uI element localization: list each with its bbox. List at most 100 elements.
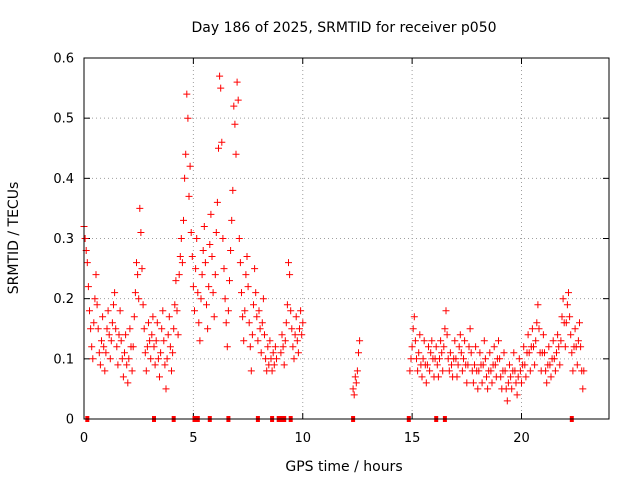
data-point <box>418 373 426 381</box>
data-point <box>204 325 212 333</box>
data-point <box>501 367 509 375</box>
data-point <box>125 355 133 363</box>
data-point <box>83 259 91 267</box>
data-point <box>481 355 489 363</box>
data-point <box>567 331 575 339</box>
data-point <box>207 210 215 218</box>
data-point <box>186 162 194 170</box>
data-point <box>504 379 512 387</box>
data-point <box>184 114 192 122</box>
x-tick-label: 20 <box>513 431 530 446</box>
data-point <box>434 373 442 381</box>
data-point <box>146 337 154 345</box>
data-point <box>203 301 210 309</box>
data-point <box>413 355 420 363</box>
data-point <box>543 379 551 387</box>
x-tick-label: 10 <box>294 431 311 446</box>
data-point <box>229 186 237 194</box>
data-point <box>105 331 113 339</box>
data-point <box>574 337 582 345</box>
data-point <box>483 373 490 381</box>
data-point <box>99 313 107 321</box>
data-point <box>542 367 550 375</box>
data-point <box>149 313 157 321</box>
data-point <box>219 235 227 242</box>
data-point <box>178 259 186 267</box>
data-point <box>148 331 156 339</box>
data-point <box>188 253 196 260</box>
y-tick-label: 0.1 <box>53 352 74 367</box>
data-point <box>166 343 174 351</box>
data-point <box>210 313 218 321</box>
data-point <box>411 337 419 345</box>
data-point <box>247 367 255 375</box>
data-point <box>193 235 201 242</box>
data-point <box>547 373 555 381</box>
data-point <box>531 361 539 369</box>
data-point <box>410 313 418 321</box>
data-point <box>87 325 95 333</box>
data-point <box>271 343 279 351</box>
data-point <box>257 349 265 357</box>
chart-title: Day 186 of 2025, SRMTID for receiver p05… <box>191 20 496 36</box>
data-point <box>580 367 588 375</box>
data-point <box>426 367 434 375</box>
data-point <box>135 295 143 303</box>
data-point <box>244 283 252 291</box>
data-point <box>123 361 131 369</box>
data-point <box>454 361 462 369</box>
data-point <box>561 343 569 351</box>
data-point <box>551 367 559 375</box>
data-point <box>500 349 508 357</box>
data-point <box>134 271 142 279</box>
data-point <box>530 343 537 351</box>
data-point <box>264 343 272 351</box>
data-point <box>297 307 305 315</box>
data-point <box>520 343 528 351</box>
data-point <box>235 235 243 242</box>
data-point <box>256 325 264 333</box>
data-point <box>103 325 111 333</box>
data-point <box>281 337 289 345</box>
y-tick-label: 0.4 <box>53 172 74 187</box>
data-point <box>212 229 220 236</box>
data-point <box>478 379 486 387</box>
data-point <box>112 325 120 333</box>
data-point <box>439 367 447 375</box>
data-point <box>296 325 303 333</box>
data-point <box>122 331 130 339</box>
data-point <box>471 361 478 369</box>
data-point <box>251 265 259 273</box>
data-point <box>532 337 540 345</box>
data-point <box>428 337 436 345</box>
data-point <box>259 295 267 303</box>
data-point <box>150 343 158 351</box>
data-point <box>206 241 214 248</box>
data-point <box>448 361 455 369</box>
data-point <box>273 355 280 363</box>
data-point <box>518 379 525 387</box>
data-point <box>196 337 204 345</box>
data-point <box>181 174 189 182</box>
y-tick-label: 0.6 <box>53 52 74 67</box>
data-point <box>163 355 171 363</box>
data-point <box>92 271 100 279</box>
data-point <box>211 271 219 279</box>
data-point <box>261 331 268 339</box>
data-point <box>568 349 576 357</box>
data-point <box>292 313 300 321</box>
data-point <box>488 379 496 387</box>
data-point <box>88 343 96 351</box>
data-point <box>113 343 121 351</box>
data-point <box>164 331 172 339</box>
data-point <box>349 385 357 393</box>
data-point <box>221 295 229 303</box>
data-point <box>269 349 277 357</box>
data-point <box>539 331 547 339</box>
data-point <box>208 253 216 260</box>
data-point <box>156 373 163 381</box>
data-point <box>107 337 115 345</box>
data-point <box>423 361 431 369</box>
data-point <box>440 343 448 351</box>
data-point <box>416 331 424 339</box>
